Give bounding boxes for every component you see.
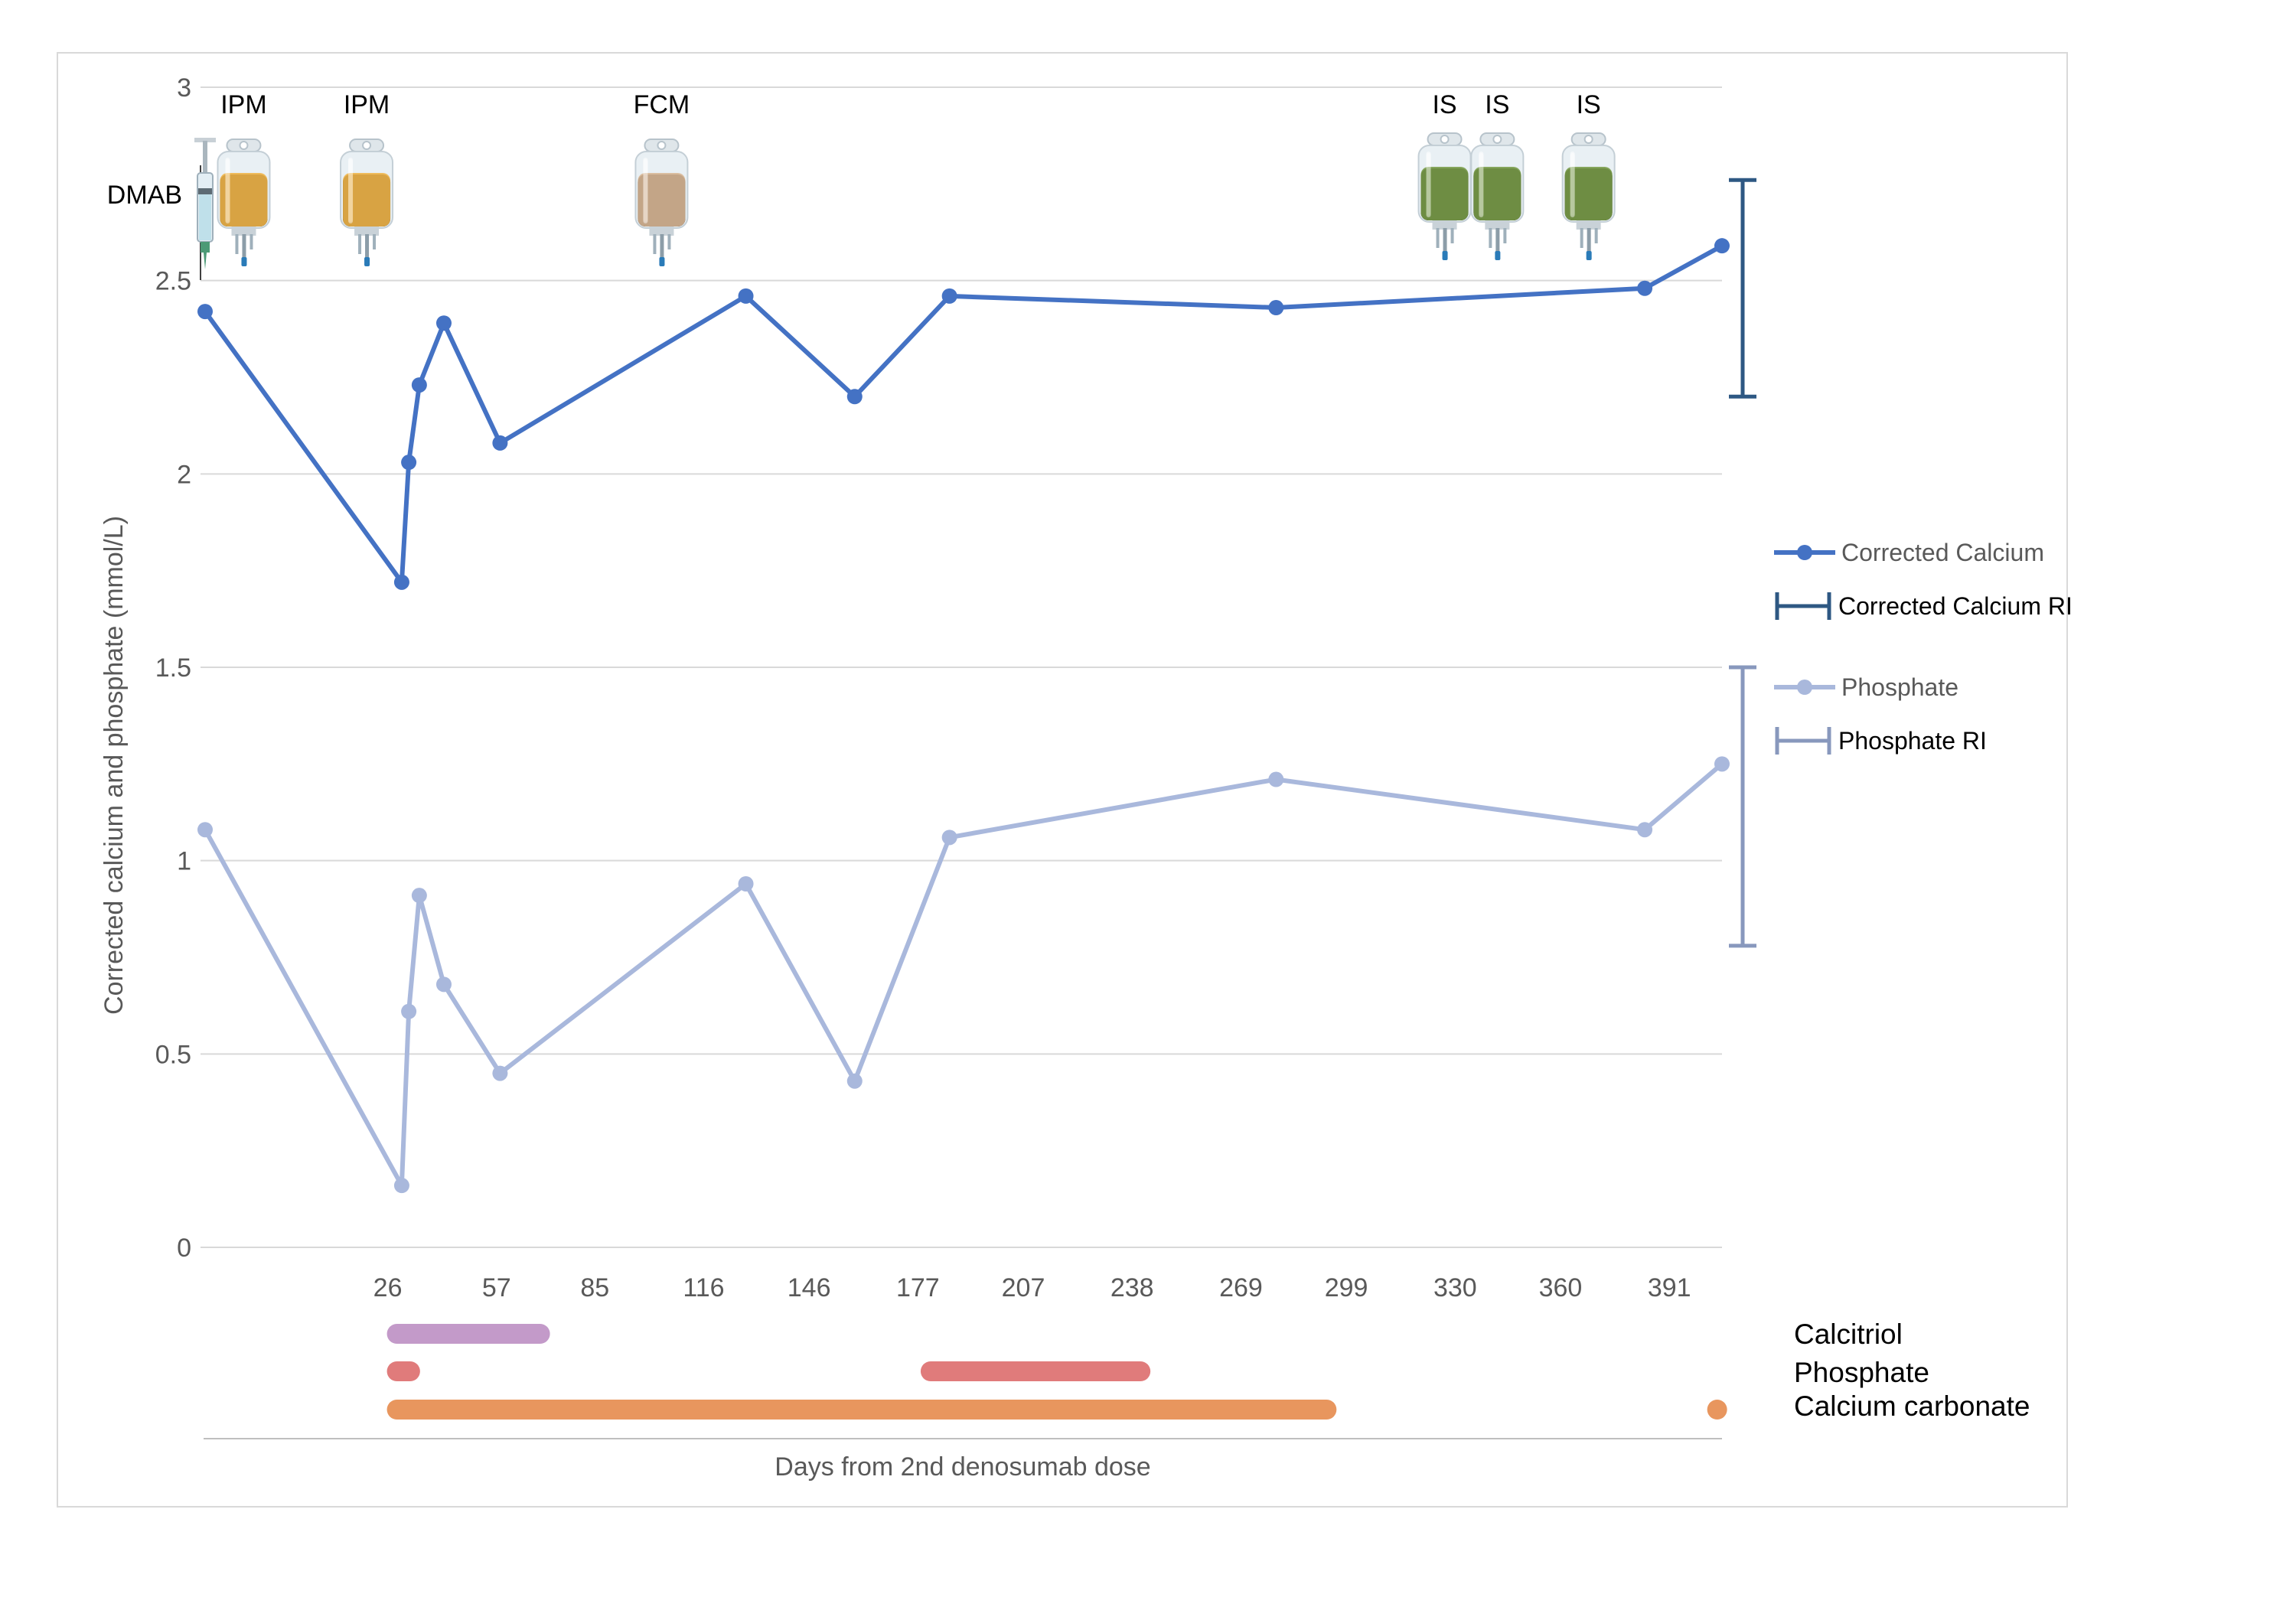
data-point <box>738 288 754 304</box>
data-point <box>401 455 417 471</box>
x-tick-label: 207 <box>1002 1273 1045 1302</box>
y-tick-label: 2.5 <box>155 267 191 296</box>
bag-fluid <box>220 173 268 227</box>
medication-icons: DMAB IPM IPM FCM IS IS IS <box>107 90 1616 270</box>
medication-label: DMAB <box>107 181 182 210</box>
x-tick-label: 116 <box>683 1273 724 1302</box>
data-point <box>1637 280 1653 296</box>
legend-label: Phosphate RI <box>1838 727 1987 755</box>
iv-bag-icon <box>340 139 394 267</box>
data-point <box>393 574 409 590</box>
legend-item-corrected-calcium-ri: Corrected Calcium RI <box>1775 592 2073 620</box>
y-tick-label: 0 <box>177 1234 191 1263</box>
x-tick-label: 26 <box>373 1273 403 1302</box>
iv-bag-icon <box>634 139 689 267</box>
bag-fluid <box>638 173 686 227</box>
data-point <box>411 377 427 393</box>
data-point <box>1714 238 1730 254</box>
x-tick-label: 299 <box>1325 1273 1368 1302</box>
reference-intervals <box>1729 178 1756 948</box>
data-point <box>846 1073 863 1089</box>
treatment-label: Calcitriol <box>1794 1319 1903 1350</box>
x-tick-label: 391 <box>1648 1273 1691 1302</box>
legend-label: Corrected Calcium <box>1841 539 2044 566</box>
x-tick-label: 269 <box>1219 1273 1263 1302</box>
data-point <box>1637 822 1653 838</box>
data-point <box>738 875 754 892</box>
legend-label: Phosphate <box>1841 673 1958 701</box>
data-point <box>941 830 957 846</box>
legend-label: Corrected Calcium RI <box>1838 592 2073 620</box>
iv-bag-icon <box>1417 132 1472 261</box>
data-point <box>435 976 452 993</box>
ri-bracket-calcium <box>1729 178 1756 399</box>
syringe-icon <box>194 137 217 270</box>
y-tick-label: 1 <box>177 847 191 876</box>
y-tick-label: 1.5 <box>155 654 191 683</box>
data-point <box>492 1065 508 1081</box>
iv-bag-icon <box>1470 132 1525 261</box>
gridlines <box>200 86 1722 1248</box>
data-point <box>1268 300 1284 316</box>
data-point <box>1714 756 1730 772</box>
medication-label: IPM <box>220 90 266 119</box>
y-tick-label: 0.5 <box>155 1040 191 1069</box>
ri-bracket-phosphate <box>1729 665 1756 948</box>
series-line-corrected-calcium <box>203 243 1724 585</box>
medication-label: IS <box>1485 90 1509 119</box>
y-axis-ticks: 0 0.5 1 1.5 2 2.5 3 <box>155 73 191 1263</box>
data-point <box>197 822 213 838</box>
chart-frame <box>57 52 2068 1508</box>
medication-label: FCM <box>634 90 690 119</box>
iv-bag-icon <box>217 139 271 267</box>
data-point <box>393 1178 409 1194</box>
treatment-label: Calcium carbonate <box>1794 1390 2030 1422</box>
data-point <box>846 389 863 405</box>
x-axis-ticks: 26 57 85 116 146 177 207 238 269 299 330 360 391 <box>373 1273 1691 1302</box>
x-tick-label: 330 <box>1433 1273 1477 1302</box>
data-point <box>492 435 508 451</box>
data-point <box>197 304 213 320</box>
treatment-label: Phosphate <box>1794 1357 1929 1388</box>
bag-fluid <box>1420 167 1469 220</box>
legend-item-phosphate: Phosphate <box>1774 673 1958 701</box>
x-tick-label: 85 <box>580 1273 609 1302</box>
series-line-phosphate <box>203 762 1724 1188</box>
y-tick-label: 2 <box>177 460 191 489</box>
data-point <box>411 888 427 904</box>
data-point <box>435 315 452 331</box>
medication-label: IS <box>1577 90 1601 119</box>
series-layer <box>197 238 1730 1194</box>
y-axis-title: Corrected calcium and phosphate (mmol/L) <box>99 516 129 1015</box>
bag-fluid <box>1473 167 1521 220</box>
data-point <box>1268 771 1284 787</box>
x-tick-label: 146 <box>788 1273 831 1302</box>
medication-label: IPM <box>344 90 390 119</box>
legend-item-phosphate-ri: Phosphate RI <box>1775 727 1987 755</box>
iv-bag-icon <box>1561 132 1616 261</box>
data-point <box>941 288 957 304</box>
medication-label: IS <box>1432 90 1456 119</box>
x-tick-label: 57 <box>482 1273 511 1302</box>
y-tick-label: 3 <box>177 73 191 103</box>
bag-fluid <box>1564 167 1613 220</box>
x-tick-label: 238 <box>1110 1273 1154 1302</box>
data-point <box>401 1003 417 1019</box>
x-tick-label: 177 <box>896 1273 940 1302</box>
legend-item-corrected-calcium: Corrected Calcium <box>1774 539 2044 566</box>
bag-fluid <box>343 173 391 227</box>
x-axis-title: Days from 2nd denosumab dose <box>775 1452 1150 1482</box>
legend: Corrected Calcium Corrected Calcium RI Pho… <box>1774 539 2073 755</box>
x-tick-label: 360 <box>1539 1273 1583 1302</box>
